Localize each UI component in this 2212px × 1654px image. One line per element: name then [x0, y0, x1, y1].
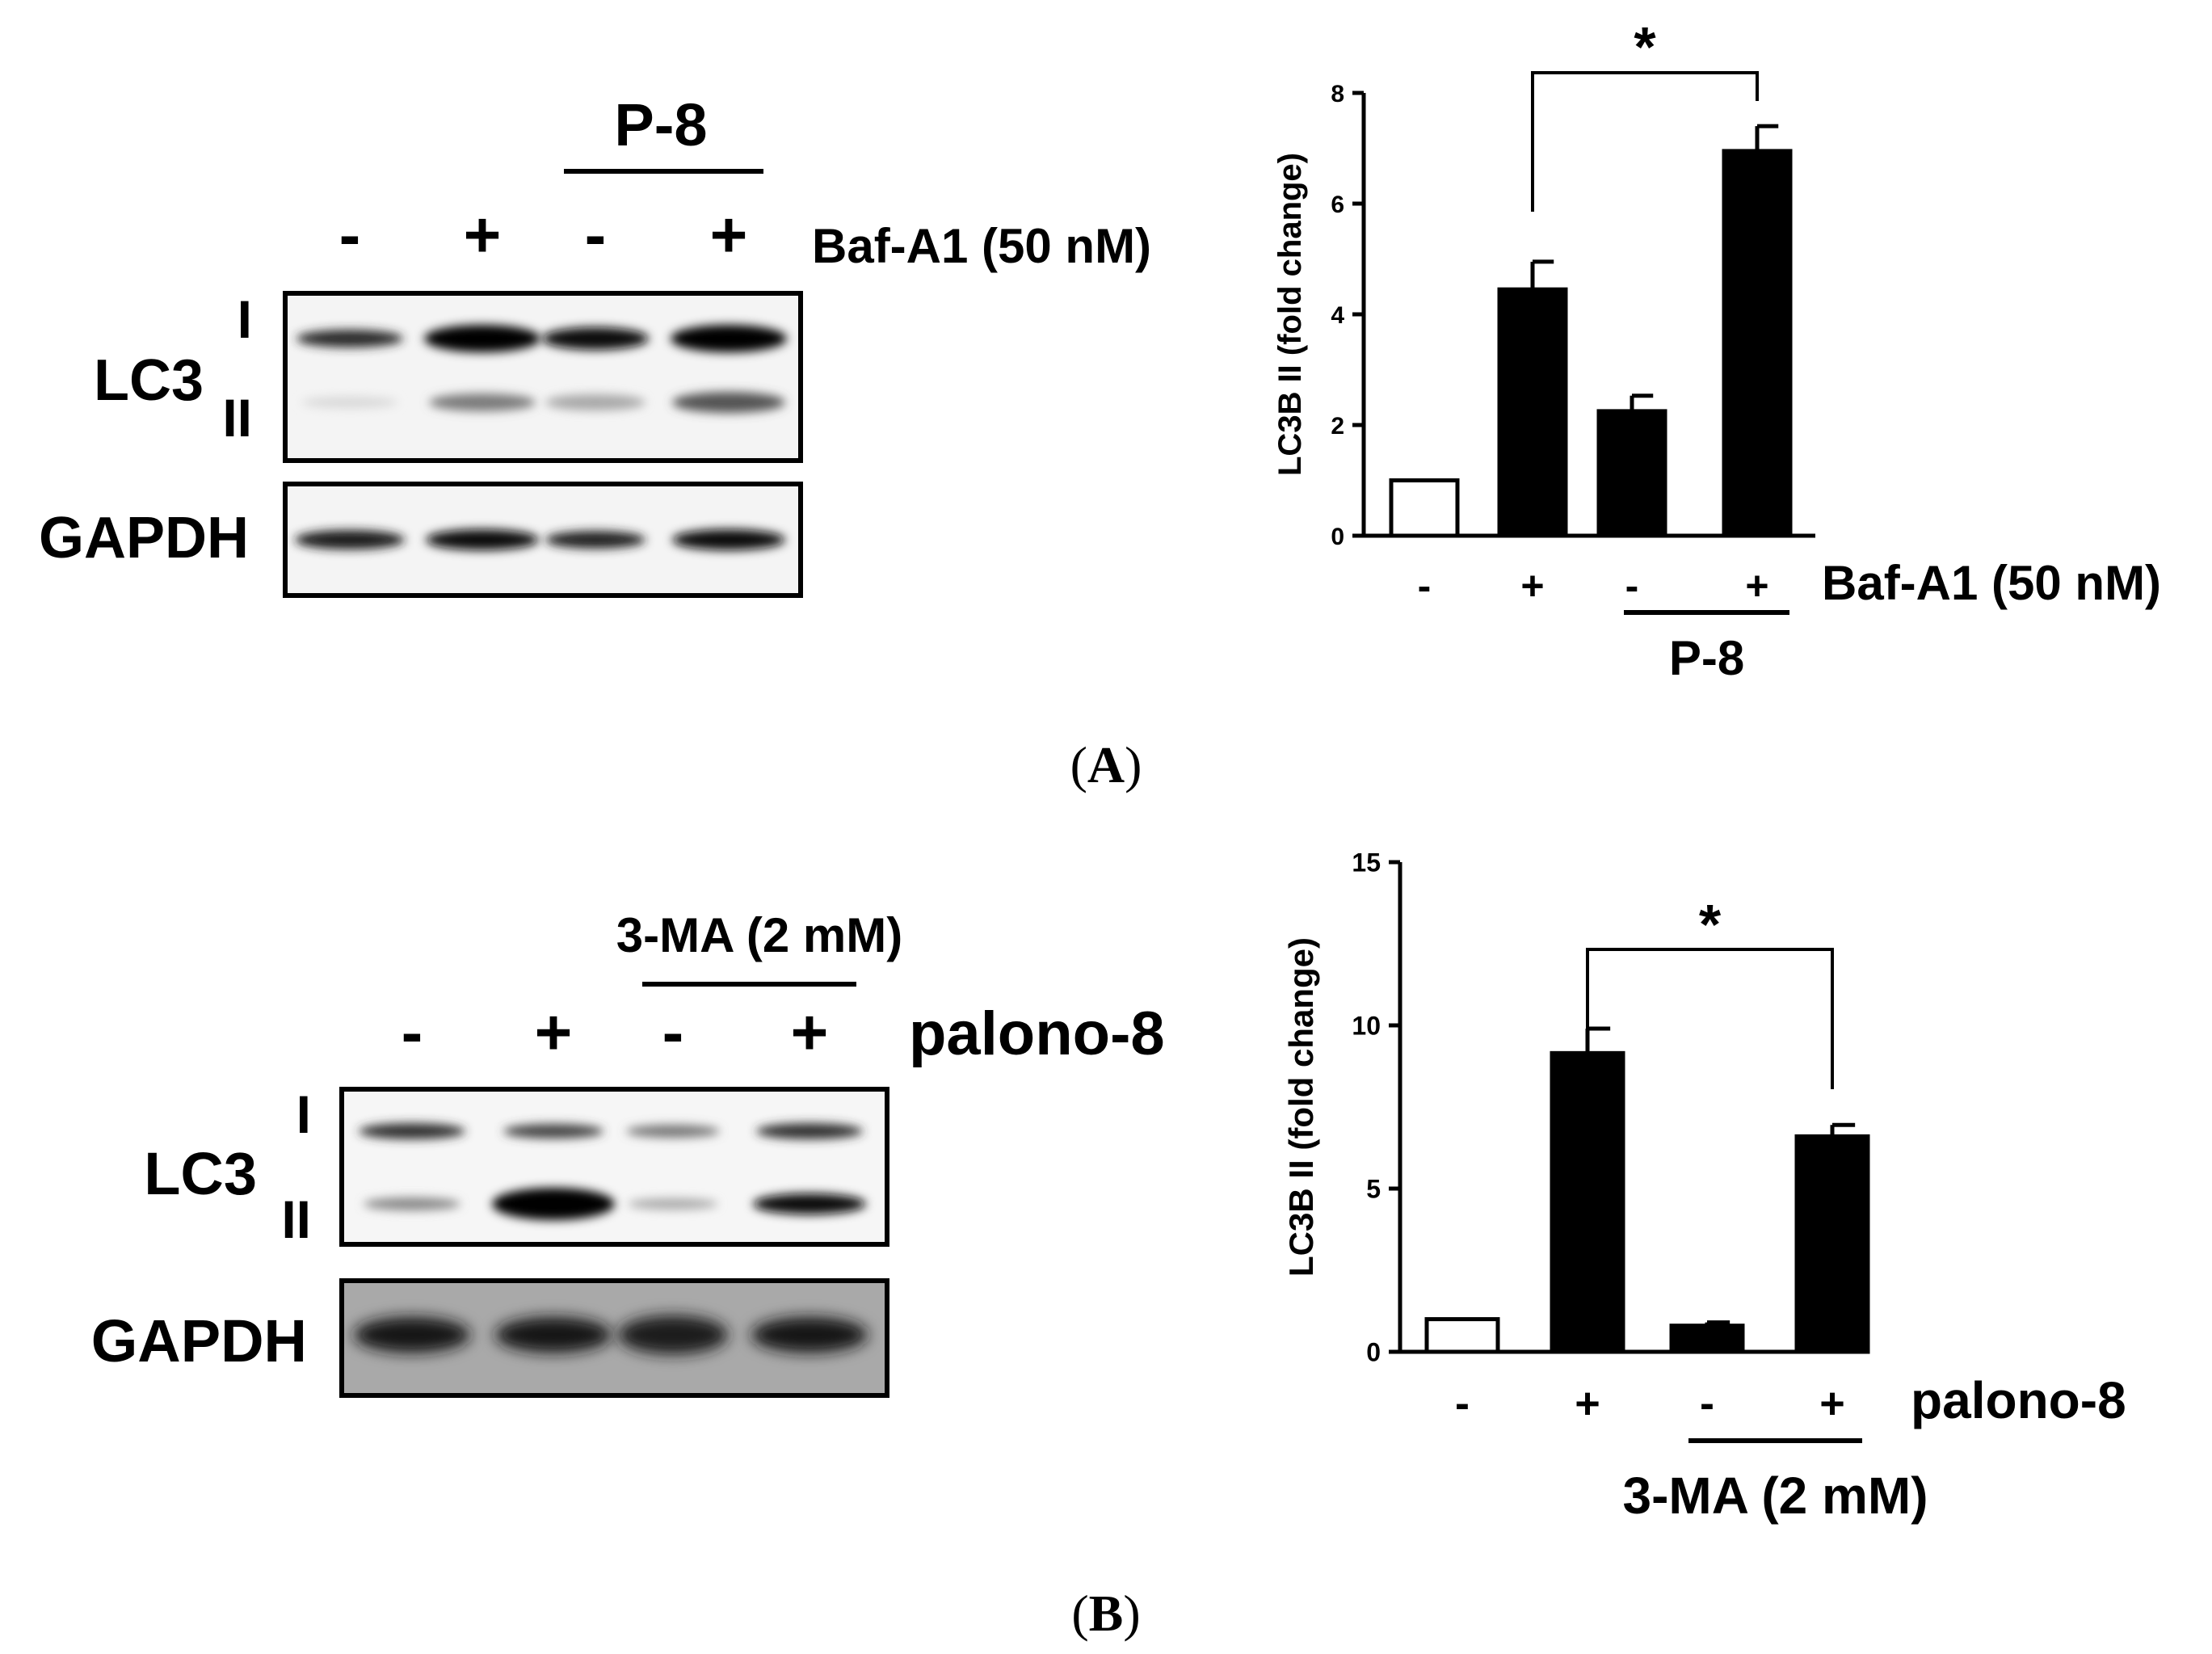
panel-a-band-i-label: I: [238, 289, 252, 349]
panel-b-lane-sign-4: +: [791, 996, 829, 1068]
panel-b-band-ii-label: II: [281, 1189, 311, 1249]
x-tick-label: +: [1745, 563, 1768, 608]
panel-b-band-i-label: I: [296, 1084, 311, 1144]
band: [359, 1123, 465, 1139]
y-tick-label: 5: [1366, 1175, 1381, 1204]
band: [295, 530, 405, 549]
panel-b-blot: 3-MA (2 mM) - + - + palono-8 I II LC3 GA…: [91, 908, 1165, 1398]
panel-a-lc3-label: LC3: [94, 348, 204, 413]
panel-b-gapdh-bands: [354, 1315, 868, 1354]
bar: [1669, 1324, 1745, 1354]
significance-star: *: [1699, 893, 1722, 956]
panel-a-bar-chart: 0 2 4 6 8 LC3B II (fold change) - + - + Baf-A1 (50…: [1272, 15, 2161, 685]
panel-b-group-label: 3-MA (2 mM): [616, 908, 902, 962]
x-tick-label: -: [1418, 563, 1432, 608]
panel-b-lc3-bands: [359, 1123, 866, 1220]
panel-b-lc3-blot-frame: [339, 1087, 889, 1247]
band: [301, 397, 398, 408]
band: [626, 1125, 720, 1138]
y-tick-label: 0: [1331, 524, 1344, 550]
x-tick-label: +: [1520, 563, 1544, 608]
band: [753, 1193, 866, 1214]
panel-a-lane-sign-4: +: [710, 199, 748, 271]
panel-a-gapdh-label: GAPDH: [39, 506, 249, 570]
bar: [1424, 1317, 1500, 1354]
bar: [1722, 149, 1793, 538]
band: [618, 1315, 728, 1354]
y-axis-label: LC3B II (fold change): [1272, 153, 1308, 476]
group-label: P-8: [1669, 631, 1744, 685]
bar: [1794, 1134, 1870, 1354]
band: [354, 1317, 470, 1353]
panel-a-band-ii-label: II: [222, 388, 252, 448]
band: [545, 531, 646, 549]
bar: [1596, 409, 1667, 538]
significance-bracket: [1531, 71, 1759, 212]
bar: [1389, 478, 1460, 538]
y-axis-label: LC3B II (fold change): [1282, 937, 1320, 1277]
panel-b-lane-sign-3: -: [662, 996, 684, 1068]
band: [503, 1124, 603, 1138]
x-tick-label: -: [1455, 1379, 1470, 1428]
panel-b-treatment-label: palono-8: [909, 1000, 1165, 1068]
panel-a-treatment-label: Baf-A1 (50 nM): [812, 219, 1151, 273]
panel-b-lane-sign-1: -: [402, 996, 423, 1068]
band: [545, 394, 646, 410]
band: [628, 1198, 718, 1210]
x-tick-label: +: [1575, 1379, 1600, 1428]
panel-a-caption: (A): [1070, 736, 1142, 793]
band: [426, 529, 539, 550]
panel-b-lc3-label: LC3: [144, 1140, 257, 1207]
band: [542, 327, 649, 350]
y-tick-label: 2: [1331, 413, 1344, 440]
band: [751, 1317, 868, 1353]
band: [672, 392, 785, 413]
panel-a-lane-sign-2: +: [464, 199, 502, 271]
panel-b-gapdh-label: GAPDH: [91, 1307, 307, 1374]
y-tick-label: 4: [1331, 302, 1344, 329]
band: [756, 1123, 863, 1139]
band: [296, 330, 403, 347]
band: [364, 1197, 460, 1210]
y-tick-label: 10: [1352, 1012, 1381, 1041]
panel-a-gapdh-bands: [295, 529, 785, 550]
panel-a-lc3-bands: [296, 325, 787, 413]
panel-b-lane-sign-2: +: [535, 996, 573, 1068]
panel-b-bar-chart: 0 5 10 15 LC3B II (fold change) - + - + palono-8 3…: [1282, 848, 2126, 1525]
x-tick-label: -: [1700, 1379, 1714, 1428]
significance-star: *: [1634, 15, 1656, 78]
bar: [1550, 1050, 1625, 1354]
y-tick-label: 15: [1352, 848, 1381, 878]
x-tick-label: -: [1625, 563, 1639, 608]
band: [495, 1317, 612, 1353]
y-tick-label: 6: [1331, 191, 1344, 218]
group-label: 3-MA (2 mM): [1622, 1467, 1928, 1525]
panel-a-group-label: P-8: [614, 91, 707, 158]
panel-a-lc3-blot-frame: [283, 291, 803, 463]
panel-a-blot: P-8 - + - + Baf-A1 (50 nM) I II LC3 GAPD…: [39, 91, 1151, 598]
y-tick-label: 0: [1366, 1338, 1381, 1367]
significance-bracket: [1586, 948, 1834, 1089]
band: [492, 1188, 615, 1220]
panel-a-lane-sign-3: -: [585, 199, 607, 271]
treatment-label: Baf-A1 (50 nM): [1822, 556, 2161, 610]
band: [671, 325, 787, 352]
panel-a-lane-sign-1: -: [339, 199, 361, 271]
y-tick-label: 8: [1331, 81, 1344, 107]
treatment-label: palono-8: [1911, 1371, 2126, 1429]
band: [429, 394, 536, 411]
x-tick-label: +: [1819, 1379, 1845, 1428]
band: [424, 325, 540, 352]
band: [672, 529, 785, 550]
bar: [1497, 287, 1568, 538]
panel-b-caption: (B): [1071, 1585, 1140, 1642]
